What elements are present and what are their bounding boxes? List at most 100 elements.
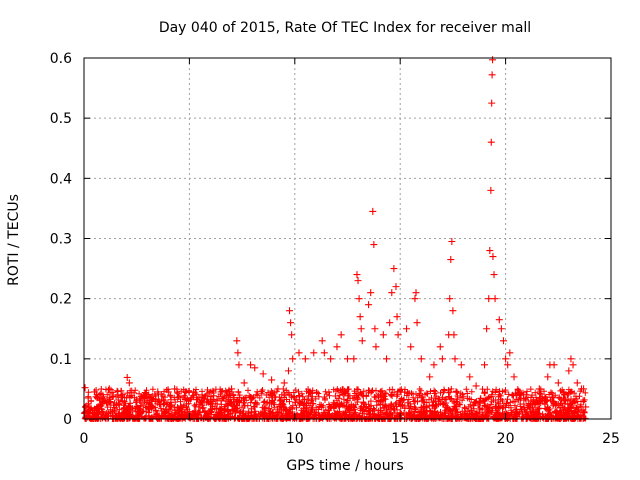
data-point (355, 295, 363, 303)
data-point (490, 271, 498, 279)
data-point (190, 388, 198, 396)
data-point (284, 367, 292, 375)
x-tick-label: 15 (391, 431, 409, 447)
data-point (506, 349, 514, 357)
data-point (97, 394, 105, 402)
x-tick-label: 0 (80, 431, 89, 447)
data-point (369, 207, 377, 215)
data-point (504, 361, 512, 369)
data-point (457, 361, 465, 369)
data-point (354, 277, 362, 285)
data-point (234, 349, 242, 357)
data-point (567, 355, 575, 363)
data-point (356, 313, 364, 321)
data-point (143, 394, 151, 402)
data-point (446, 295, 454, 303)
data-point (392, 283, 400, 291)
data-point (379, 331, 387, 339)
data-point (417, 355, 425, 363)
data-point (370, 241, 378, 249)
data-point (295, 349, 303, 357)
data-point (217, 388, 225, 396)
data-point (327, 355, 335, 363)
y-tick-label: 0.5 (50, 111, 72, 127)
data-point (350, 355, 358, 363)
data-point (451, 355, 459, 363)
data-points (81, 56, 590, 422)
data-point (544, 373, 552, 381)
data-point (84, 394, 92, 402)
x-tick-label: 20 (497, 431, 515, 447)
data-point (251, 364, 259, 372)
grid-lines (84, 58, 611, 419)
plot-frame (83, 57, 612, 420)
axis-ticks (83, 57, 612, 420)
data-point (91, 388, 99, 396)
data-point (407, 343, 415, 351)
y-tick-label: 0.1 (50, 352, 72, 368)
data-point (240, 379, 248, 387)
data-point (489, 253, 497, 261)
data-point (497, 325, 505, 333)
data-point (287, 319, 295, 327)
data-point (413, 319, 421, 327)
data-point (438, 355, 446, 363)
data-point (353, 271, 361, 279)
data-point (358, 337, 366, 345)
tick-labels: 0 5 10 15 20 25 0 0.1 0.2 0.3 0.4 0.5 0.6 (50, 51, 620, 447)
data-point (430, 361, 438, 369)
data-point (580, 385, 588, 393)
data-point (554, 379, 562, 387)
data-point (81, 384, 89, 392)
data-point (123, 373, 131, 381)
data-point (388, 289, 396, 297)
data-point (569, 361, 577, 369)
data-point (259, 370, 267, 378)
data-point (516, 391, 524, 399)
data-point (372, 343, 380, 351)
data-point (535, 385, 543, 393)
data-point (550, 361, 558, 369)
data-point (448, 238, 456, 246)
data-point (301, 355, 309, 363)
data-point (491, 295, 499, 303)
y-tick-label: 0.4 (50, 171, 72, 187)
data-point (382, 355, 390, 363)
data-point (426, 373, 434, 381)
data-point (386, 319, 394, 327)
data-point (344, 355, 351, 363)
data-point (502, 355, 510, 363)
data-point (164, 388, 172, 396)
data-point (181, 394, 189, 402)
data-point (318, 337, 326, 345)
data-point (337, 331, 345, 339)
data-point (450, 331, 458, 339)
data-point (365, 301, 373, 309)
data-point (235, 361, 243, 369)
data-point (228, 385, 236, 393)
data-point (289, 355, 297, 363)
y-axis-label: ROTI / TECUs (6, 194, 22, 286)
data-point (582, 403, 590, 411)
y-tick-label: 0.3 (50, 232, 72, 248)
data-point (133, 397, 141, 405)
data-point (488, 99, 496, 107)
data-point (449, 307, 457, 315)
data-point (487, 186, 495, 194)
data-point (483, 325, 491, 333)
data-point (125, 379, 133, 387)
y-tick-label: 0.2 (50, 292, 72, 308)
data-point (390, 265, 398, 273)
data-point (487, 138, 495, 146)
data-point (286, 307, 294, 315)
data-point (103, 397, 111, 405)
data-point (206, 397, 214, 405)
data-point (393, 313, 401, 321)
data-point (105, 385, 113, 393)
data-point (233, 337, 241, 345)
data-point (198, 391, 206, 399)
data-point (403, 325, 411, 333)
data-point (510, 373, 518, 381)
x-axis-label: GPS time / hours (286, 458, 403, 474)
x-tick-label: 10 (286, 431, 304, 447)
